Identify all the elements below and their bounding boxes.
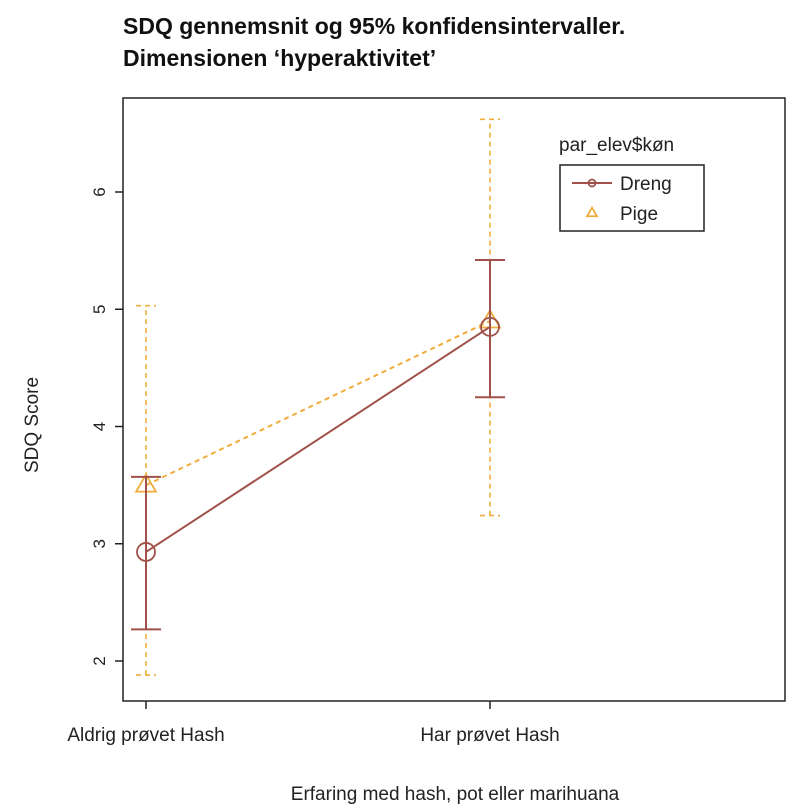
legend-item-dreng: Dreng: [572, 174, 672, 195]
legend-marker-pige: [585, 205, 599, 218]
y-axis-label: SDQ Score: [22, 377, 43, 473]
x-axis: Aldrig prøvet Hash Har prøvet Hash: [67, 701, 560, 746]
point-dreng-1: [480, 316, 500, 337]
y-tick-label: 5: [90, 305, 109, 314]
series-line-dreng: [145, 326, 491, 553]
legend-box: [559, 164, 705, 232]
y-tick-label: 2: [90, 656, 109, 665]
x-axis-label: Erfaring med hash, pot eller marihuana: [291, 784, 620, 805]
series-dreng: [131, 259, 505, 631]
legend-label-pige: Pige: [620, 204, 658, 225]
legend-item-pige: Pige: [585, 204, 658, 225]
y-tick-label: 3: [90, 539, 109, 548]
series-layer: [131, 118, 505, 676]
plot-frame: [122, 97, 786, 702]
chart-title-line-2: Dimensionen ‘hyperaktivitet’: [123, 45, 436, 71]
series-pige: [134, 118, 502, 676]
chart-title-line-1: SDQ gennemsnit og 95% konfidensintervall…: [123, 13, 625, 39]
y-tick-label: 4: [90, 422, 109, 431]
y-tick-label: 6: [90, 187, 109, 196]
y-axis: 2 3 4 5 6: [90, 187, 123, 666]
legend-title: par_elev$køn: [559, 135, 674, 156]
point-dreng-0: [136, 542, 156, 562]
legend-marker-dreng: [587, 178, 597, 188]
x-tick-label: Aldrig prøvet Hash: [67, 725, 224, 746]
legend-label-dreng: Dreng: [620, 174, 672, 195]
x-tick-label: Har prøvet Hash: [420, 725, 559, 746]
series-line-pige: [145, 320, 491, 487]
legend: par_elev$køn Dreng Pige: [559, 135, 705, 232]
